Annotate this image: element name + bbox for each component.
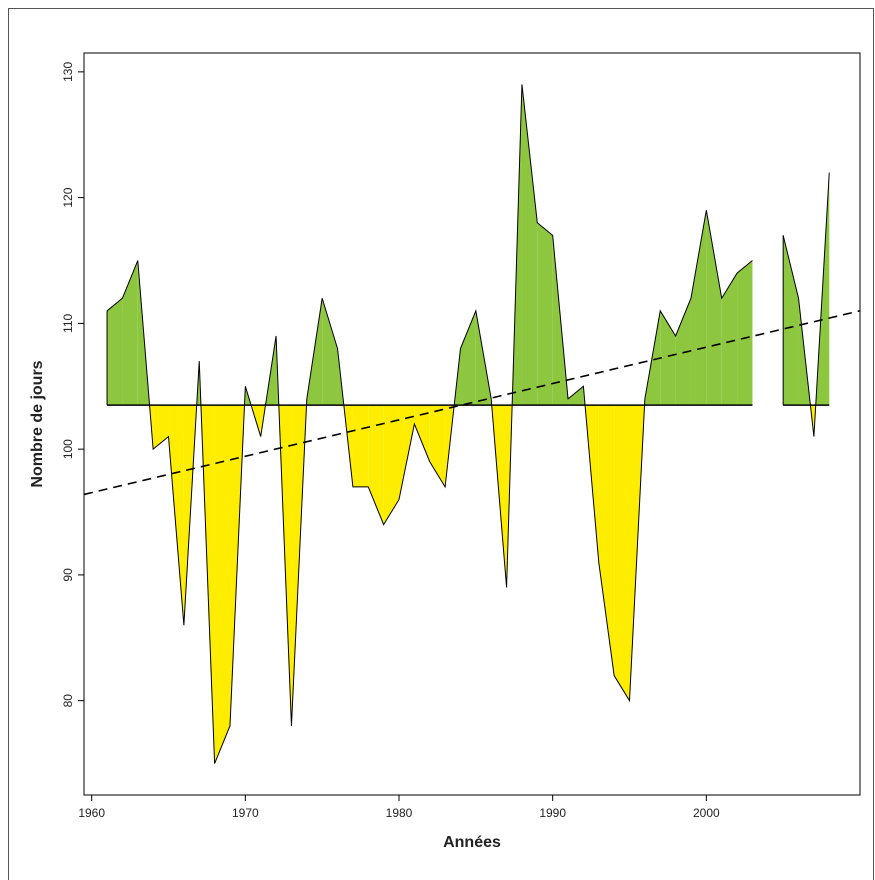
area-below-mean <box>599 405 614 675</box>
area-above-mean <box>522 84 537 405</box>
x-axis-title: Années <box>443 834 501 851</box>
x-tick-label: 1970 <box>232 806 259 820</box>
y-tick-label: 110 <box>61 314 75 333</box>
area-above-mean <box>537 223 552 405</box>
x-tick-label: 1990 <box>539 806 566 820</box>
area-below-mean <box>215 405 230 763</box>
plot-area <box>84 53 860 795</box>
area-below-mean <box>384 405 399 524</box>
area-above-mean <box>660 311 675 405</box>
x-tick-label: 2000 <box>693 806 720 820</box>
y-tick-label: 130 <box>61 62 75 82</box>
y-axis: 80 90 100 110 120 130 <box>61 62 84 708</box>
area-above-mean <box>783 235 798 405</box>
y-axis-title: Nombre de jours <box>29 360 46 487</box>
area-above-mean <box>706 210 721 405</box>
x-axis: 1960 1970 1980 1990 2000 <box>78 795 720 820</box>
area-above-mean <box>460 311 475 405</box>
area-below-mean <box>614 405 629 701</box>
area-above-mean <box>322 298 337 405</box>
y-tick-label: 120 <box>61 187 75 207</box>
x-tick-label: 1980 <box>386 806 413 820</box>
area-above-mean <box>722 273 737 405</box>
y-tick-label: 80 <box>61 694 75 708</box>
y-tick-label: 90 <box>61 568 75 582</box>
area-above-mean <box>568 386 583 405</box>
area-above-mean <box>737 261 752 406</box>
area-below-mean <box>353 405 368 487</box>
area-fills <box>107 84 829 763</box>
area-below-mean <box>399 405 414 499</box>
area-above-mean <box>107 298 122 405</box>
area-above-mean <box>691 210 706 405</box>
x-tick-label: 1960 <box>78 806 105 820</box>
y-tick-label: 100 <box>61 439 75 459</box>
area-above-mean <box>122 261 137 406</box>
